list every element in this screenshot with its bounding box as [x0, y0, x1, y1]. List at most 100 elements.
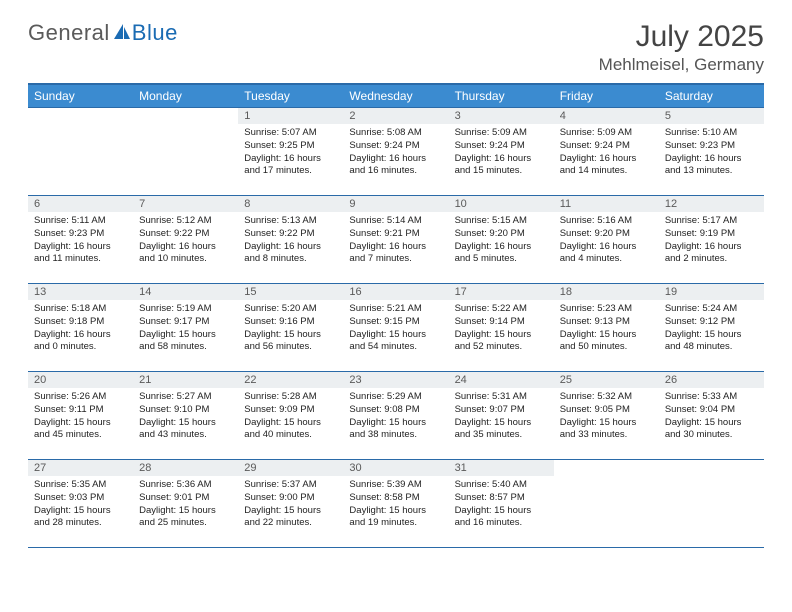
calendar-table: SundayMondayTuesdayWednesdayThursdayFrid… — [28, 83, 764, 548]
daylight-text: Daylight: 15 hours and 22 minutes. — [244, 505, 337, 531]
sunset-text: Sunset: 9:11 PM — [34, 404, 127, 417]
calendar-day-cell: 9Sunrise: 5:14 AMSunset: 9:21 PMDaylight… — [343, 196, 448, 284]
calendar-day-cell: 8Sunrise: 5:13 AMSunset: 9:22 PMDaylight… — [238, 196, 343, 284]
daylight-text: Daylight: 15 hours and 45 minutes. — [34, 417, 127, 443]
day-details: Sunrise: 5:40 AMSunset: 8:57 PMDaylight:… — [449, 476, 554, 534]
day-details: Sunrise: 5:20 AMSunset: 9:16 PMDaylight:… — [238, 300, 343, 358]
day-number: 29 — [238, 460, 343, 476]
calendar-day-cell: 11Sunrise: 5:16 AMSunset: 9:20 PMDayligh… — [554, 196, 659, 284]
sunset-text: Sunset: 9:23 PM — [665, 140, 758, 153]
sunset-text: Sunset: 9:12 PM — [665, 316, 758, 329]
sunset-text: Sunset: 9:24 PM — [349, 140, 442, 153]
calendar-day-cell — [133, 108, 238, 196]
sunset-text: Sunset: 9:18 PM — [34, 316, 127, 329]
day-details: Sunrise: 5:28 AMSunset: 9:09 PMDaylight:… — [238, 388, 343, 446]
sunrise-text: Sunrise: 5:39 AM — [349, 479, 442, 492]
day-details: Sunrise: 5:39 AMSunset: 8:58 PMDaylight:… — [343, 476, 448, 534]
sunrise-text: Sunrise: 5:19 AM — [139, 303, 232, 316]
calendar-day-cell: 3Sunrise: 5:09 AMSunset: 9:24 PMDaylight… — [449, 108, 554, 196]
header: General Blue July 2025 Mehlmeisel, Germa… — [28, 20, 764, 75]
daylight-text: Daylight: 16 hours and 15 minutes. — [455, 153, 548, 179]
calendar-day-cell: 26Sunrise: 5:33 AMSunset: 9:04 PMDayligh… — [659, 372, 764, 460]
daylight-text: Daylight: 15 hours and 30 minutes. — [665, 417, 758, 443]
calendar-day-cell: 24Sunrise: 5:31 AMSunset: 9:07 PMDayligh… — [449, 372, 554, 460]
weekday-header: Wednesday — [343, 84, 448, 108]
sunset-text: Sunset: 9:07 PM — [455, 404, 548, 417]
daylight-text: Daylight: 16 hours and 8 minutes. — [244, 241, 337, 267]
weekday-header-row: SundayMondayTuesdayWednesdayThursdayFrid… — [28, 84, 764, 108]
sunset-text: Sunset: 8:58 PM — [349, 492, 442, 505]
day-details: Sunrise: 5:23 AMSunset: 9:13 PMDaylight:… — [554, 300, 659, 358]
calendar-day-cell: 22Sunrise: 5:28 AMSunset: 9:09 PMDayligh… — [238, 372, 343, 460]
calendar-day-cell: 13Sunrise: 5:18 AMSunset: 9:18 PMDayligh… — [28, 284, 133, 372]
calendar-day-cell: 5Sunrise: 5:10 AMSunset: 9:23 PMDaylight… — [659, 108, 764, 196]
day-number: 17 — [449, 284, 554, 300]
calendar-day-cell: 15Sunrise: 5:20 AMSunset: 9:16 PMDayligh… — [238, 284, 343, 372]
day-details: Sunrise: 5:21 AMSunset: 9:15 PMDaylight:… — [343, 300, 448, 358]
day-details: Sunrise: 5:14 AMSunset: 9:21 PMDaylight:… — [343, 212, 448, 270]
sunrise-text: Sunrise: 5:21 AM — [349, 303, 442, 316]
day-number: 9 — [343, 196, 448, 212]
calendar-day-cell: 10Sunrise: 5:15 AMSunset: 9:20 PMDayligh… — [449, 196, 554, 284]
calendar-body: 1Sunrise: 5:07 AMSunset: 9:25 PMDaylight… — [28, 108, 764, 548]
daylight-text: Daylight: 15 hours and 35 minutes. — [455, 417, 548, 443]
sunset-text: Sunset: 9:15 PM — [349, 316, 442, 329]
sunrise-text: Sunrise: 5:14 AM — [349, 215, 442, 228]
weekday-header: Tuesday — [238, 84, 343, 108]
calendar-day-cell: 7Sunrise: 5:12 AMSunset: 9:22 PMDaylight… — [133, 196, 238, 284]
day-number: 18 — [554, 284, 659, 300]
daylight-text: Daylight: 16 hours and 4 minutes. — [560, 241, 653, 267]
weekday-header: Thursday — [449, 84, 554, 108]
day-number: 28 — [133, 460, 238, 476]
sunset-text: Sunset: 9:24 PM — [560, 140, 653, 153]
calendar-day-cell: 1Sunrise: 5:07 AMSunset: 9:25 PMDaylight… — [238, 108, 343, 196]
calendar-week: 13Sunrise: 5:18 AMSunset: 9:18 PMDayligh… — [28, 284, 764, 372]
day-details: Sunrise: 5:27 AMSunset: 9:10 PMDaylight:… — [133, 388, 238, 446]
sunrise-text: Sunrise: 5:29 AM — [349, 391, 442, 404]
day-number: 21 — [133, 372, 238, 388]
day-number: 15 — [238, 284, 343, 300]
day-details: Sunrise: 5:32 AMSunset: 9:05 PMDaylight:… — [554, 388, 659, 446]
sunset-text: Sunset: 9:03 PM — [34, 492, 127, 505]
weekday-header: Sunday — [28, 84, 133, 108]
daylight-text: Daylight: 15 hours and 33 minutes. — [560, 417, 653, 443]
calendar-day-cell: 31Sunrise: 5:40 AMSunset: 8:57 PMDayligh… — [449, 460, 554, 548]
sunset-text: Sunset: 9:25 PM — [244, 140, 337, 153]
day-details: Sunrise: 5:11 AMSunset: 9:23 PMDaylight:… — [28, 212, 133, 270]
day-details: Sunrise: 5:16 AMSunset: 9:20 PMDaylight:… — [554, 212, 659, 270]
calendar-day-cell: 17Sunrise: 5:22 AMSunset: 9:14 PMDayligh… — [449, 284, 554, 372]
daylight-text: Daylight: 15 hours and 19 minutes. — [349, 505, 442, 531]
sunrise-text: Sunrise: 5:11 AM — [34, 215, 127, 228]
day-number: 5 — [659, 108, 764, 124]
day-details: Sunrise: 5:22 AMSunset: 9:14 PMDaylight:… — [449, 300, 554, 358]
logo-sail-icon — [112, 22, 132, 42]
sunset-text: Sunset: 8:57 PM — [455, 492, 548, 505]
day-details: Sunrise: 5:26 AMSunset: 9:11 PMDaylight:… — [28, 388, 133, 446]
sunset-text: Sunset: 9:08 PM — [349, 404, 442, 417]
calendar-day-cell: 29Sunrise: 5:37 AMSunset: 9:00 PMDayligh… — [238, 460, 343, 548]
sunrise-text: Sunrise: 5:33 AM — [665, 391, 758, 404]
daylight-text: Daylight: 15 hours and 28 minutes. — [34, 505, 127, 531]
day-details: Sunrise: 5:24 AMSunset: 9:12 PMDaylight:… — [659, 300, 764, 358]
sunrise-text: Sunrise: 5:31 AM — [455, 391, 548, 404]
title-block: July 2025 Mehlmeisel, Germany — [599, 20, 764, 75]
day-details: Sunrise: 5:35 AMSunset: 9:03 PMDaylight:… — [28, 476, 133, 534]
sunset-text: Sunset: 9:23 PM — [34, 228, 127, 241]
calendar-day-cell: 2Sunrise: 5:08 AMSunset: 9:24 PMDaylight… — [343, 108, 448, 196]
sunrise-text: Sunrise: 5:37 AM — [244, 479, 337, 492]
daylight-text: Daylight: 15 hours and 54 minutes. — [349, 329, 442, 355]
sunrise-text: Sunrise: 5:08 AM — [349, 127, 442, 140]
month-title: July 2025 — [599, 20, 764, 53]
sunset-text: Sunset: 9:09 PM — [244, 404, 337, 417]
sunrise-text: Sunrise: 5:24 AM — [665, 303, 758, 316]
day-details: Sunrise: 5:36 AMSunset: 9:01 PMDaylight:… — [133, 476, 238, 534]
sunset-text: Sunset: 9:17 PM — [139, 316, 232, 329]
daylight-text: Daylight: 15 hours and 16 minutes. — [455, 505, 548, 531]
sunset-text: Sunset: 9:24 PM — [455, 140, 548, 153]
day-number: 6 — [28, 196, 133, 212]
day-number: 27 — [28, 460, 133, 476]
logo-text-1: General — [28, 20, 110, 46]
daylight-text: Daylight: 15 hours and 52 minutes. — [455, 329, 548, 355]
sunset-text: Sunset: 9:13 PM — [560, 316, 653, 329]
day-details: Sunrise: 5:29 AMSunset: 9:08 PMDaylight:… — [343, 388, 448, 446]
